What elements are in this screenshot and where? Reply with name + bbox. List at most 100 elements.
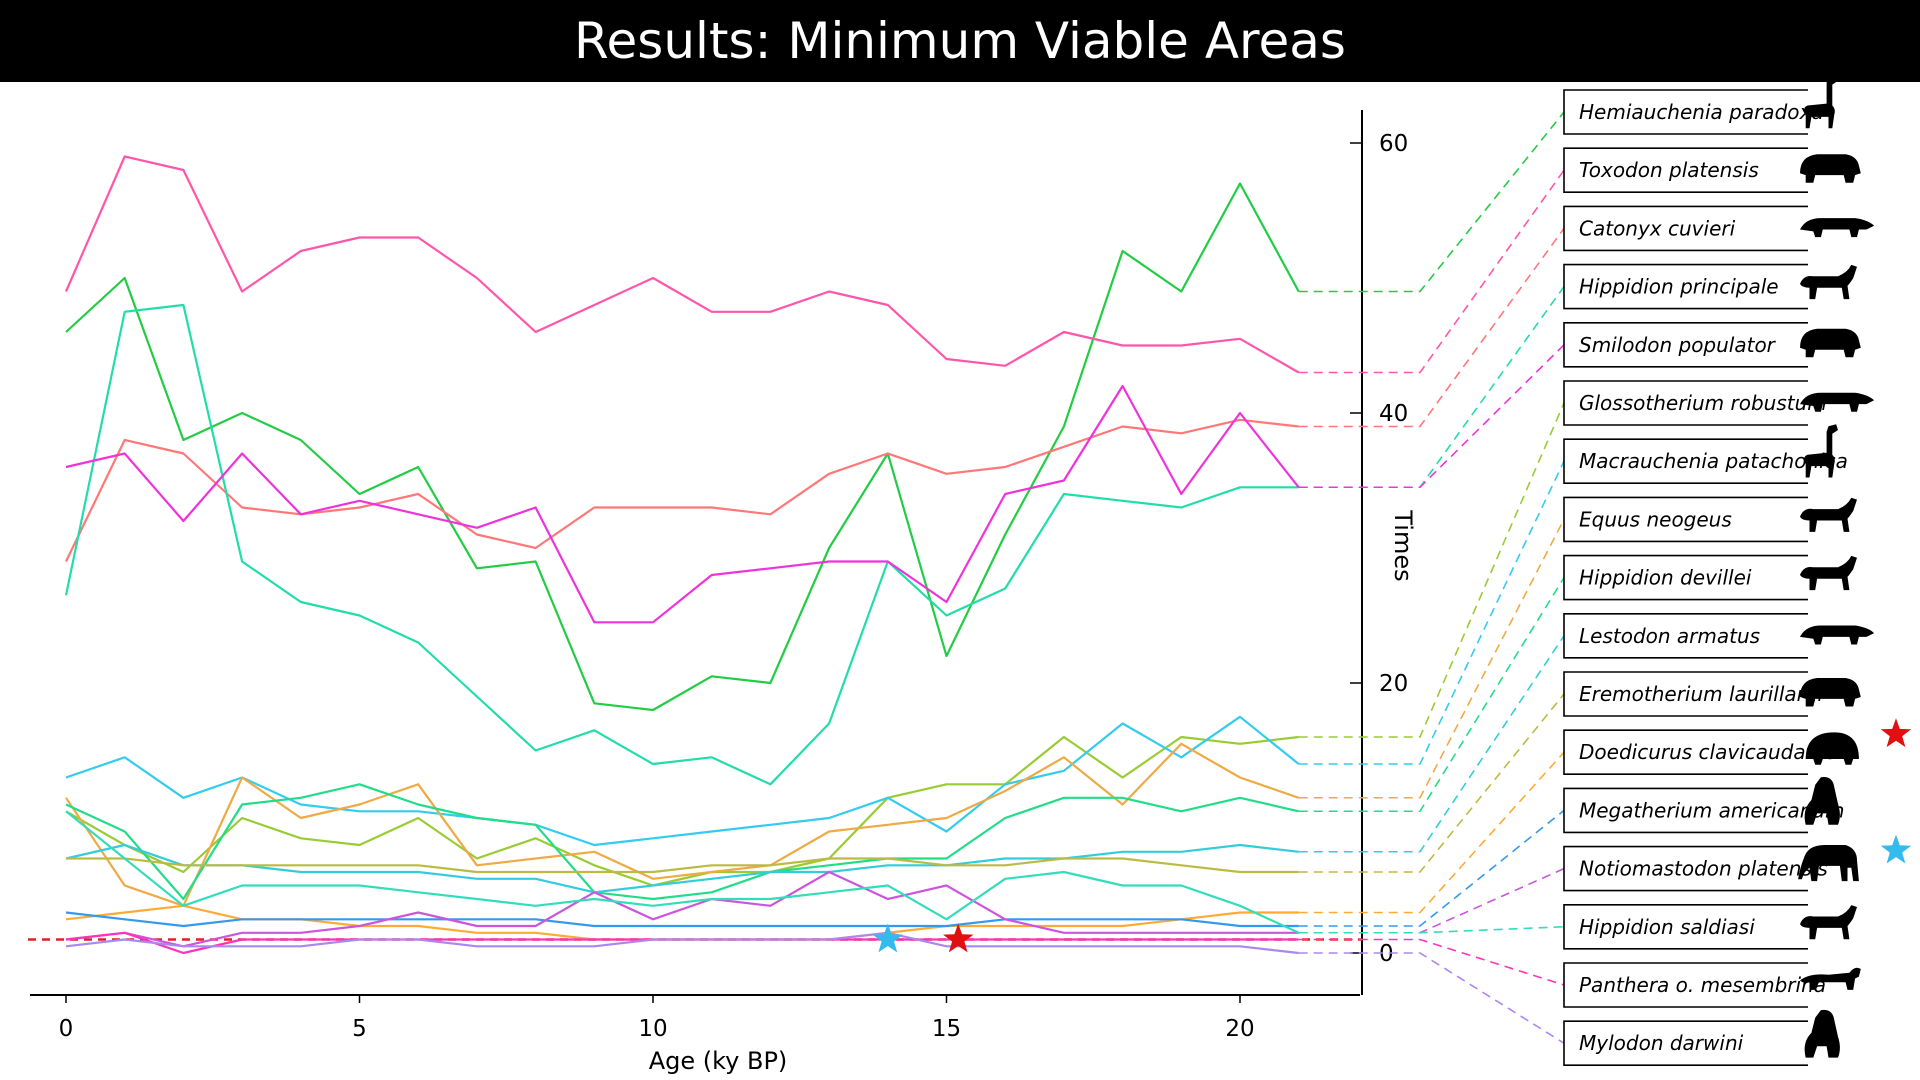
legend-label: Hippidion principale [1579,275,1779,299]
legend-box [1563,962,1808,1008]
legend-label: Equus neogeus [1579,507,1732,531]
legend-label: Smilodon populator [1579,333,1777,357]
legend-connector-smilodon-populator [1298,344,1565,489]
legend-box [1563,671,1808,717]
legend-label: Catonyx cuvieri [1579,216,1736,240]
glyptodont-sloth-silhouette-icon [1800,392,1875,412]
series-line-macrauchenia-patachonica [65,715,1300,847]
chart-markers [872,718,1912,953]
series-line-megatherium-americanum [65,911,1299,928]
legend-entry-notiomastodon-platensis: Notiomastodon platensis [1563,845,1859,892]
legend-connector-macrauchenia-patachonica [1298,460,1565,765]
legend-entry-hippidion-saldiasi: Hippidion saldiasi [1563,904,1857,950]
ground-sloth-silhouette-icon [1800,625,1875,645]
series-line-catonyx-cuvieri [65,418,1299,562]
legend-connectors [1298,111,1565,1044]
toxodon-silhouette-icon [1800,154,1861,183]
legend-connector-hippidion-saldiasi [1298,926,1565,934]
horse-silhouette-icon [1800,555,1857,591]
chart-series-lines [64,155,1300,955]
x-axis-title: Age (ky BP) [649,1047,788,1075]
legend-entry-lestodon-armatus: Lestodon armatus [1563,613,1875,659]
legend-label: Lestodon armatus [1579,624,1760,648]
y-tick-label: 20 [1379,671,1408,697]
legend-connector-eremotherium-laurillardi [1298,693,1565,873]
legend-entry-glossotherium-robustum: Glossotherium robustum [1563,380,1875,426]
series-line-smilodon-populator [65,384,1300,624]
legend-box [1563,380,1808,426]
legend-box [1563,205,1808,252]
series-line-lestodon-armatus [65,843,1299,894]
legend-connector-doedicurus-clavicaudatus [1298,751,1565,914]
legend-box [1563,613,1808,659]
legend-box [1563,496,1808,543]
legend-connector-hippidion-principale [1298,286,1565,489]
legend-connector-equus-neogeus [1298,519,1565,799]
legend-box [1563,322,1808,368]
legend-entry-hippidion-principale: Hippidion principale [1563,263,1857,310]
legend-label: Toxodon platensis [1579,158,1759,182]
legend-connector-hemiauchenia-paradoxa [1298,111,1565,293]
sabertooth-silhouette-icon [1800,328,1861,358]
legend-label: Hemiauchenia paradoxa [1579,100,1824,124]
title-bar: Results: Minimum Viable Areas [0,0,1920,82]
legend-connector-catonyx-cuvieri [1298,227,1565,428]
legend-label: Panthera o. mesembrina [1579,973,1826,997]
x-tick-label: 0 [59,1016,74,1042]
x-tick-label: 5 [352,1016,367,1042]
legend-entry-equus-neogeus: Equus neogeus [1563,496,1857,543]
mylodon-silhouette-icon [1804,1009,1840,1058]
legend-connector-panthera-o-mesembrina [1298,938,1565,986]
mastodon-silhouette-icon [1798,845,1859,882]
ground-sloth-silhouette-icon [1800,218,1875,238]
red-star-icon [943,923,974,953]
y-tick-label: 40 [1379,401,1408,427]
series-line-hemiauchenia-paradoxa [65,182,1300,712]
series-line-notiomastodon-platensis [65,870,1299,948]
chart-axes: 0 5 10 15 20 0 20 40 60 Age (ky BP) Times [28,110,1417,1075]
legend-entry-macrauchenia-patachonica: Macrauchenia patachonica [1563,424,1848,484]
legend-box [1563,904,1808,950]
series-line-hippidion-saldiasi [65,810,1300,934]
horse-silhouette-icon [1800,497,1857,532]
y-axis-title: Times [1389,509,1417,581]
series-line-hippidion-principale [64,303,1299,786]
series-line-hippidion-devillei [65,783,1299,901]
legend-label: Eremotherium laurillardi [1579,682,1824,706]
glyptodont-silhouette-icon [1805,732,1859,765]
legend-entry-hippidion-devillei: Hippidion devillei [1563,554,1857,601]
legend-box [1563,554,1808,601]
legend-entry-eremotherium-laurillardi: Eremotherium laurillardi [1563,671,1861,717]
megatherium-silhouette-icon [1804,777,1840,825]
legend-label: Hippidion devillei [1579,566,1752,590]
legend-box [1563,263,1808,310]
legend-entry-toxodon-platensis: Toxodon platensis [1563,147,1861,193]
legend-box [1563,729,1808,775]
legend-label: Hippidion saldiasi [1579,915,1755,939]
legend-box [1563,147,1808,193]
series-line-panthera-o-mesembrina [65,931,1299,955]
legend-connector-mylodon-darwini [1298,952,1565,1044]
jaguar-silhouette-icon [1800,967,1861,990]
legend-label: Mylodon darwini [1579,1031,1744,1055]
legend-connector-hippidion-devillei [1298,577,1565,813]
x-tick-label: 15 [932,1016,961,1042]
series-line-glossotherium-robustum [65,735,1299,887]
legend-box [1563,1020,1808,1066]
legend-entry-megatherium-americanum: Megatherium americanum [1563,777,1845,834]
horse-silhouette-icon [1800,264,1857,300]
species-legend: Hemiauchenia paradoxa Toxodon platensis Ca… [1563,75,1875,1066]
legend-label: Notiomastodon platensis [1579,857,1828,881]
legend-entry-mylodon-darwini: Mylodon darwini [1563,1009,1840,1066]
legend-label: Glossotherium robustum [1579,391,1827,415]
legend-box [1563,438,1808,484]
blue-star-icon [872,923,903,953]
y-tick-label: 60 [1379,131,1408,157]
page-title: Results: Minimum Viable Areas [574,12,1346,70]
legend-connector-toxodon-platensis [1298,169,1565,374]
x-tick-label: 10 [638,1016,667,1042]
legend-entry-smilodon-populator: Smilodon populator [1563,322,1861,368]
series-line-mylodon-darwini [65,931,1299,955]
legend-box [1563,89,1808,135]
